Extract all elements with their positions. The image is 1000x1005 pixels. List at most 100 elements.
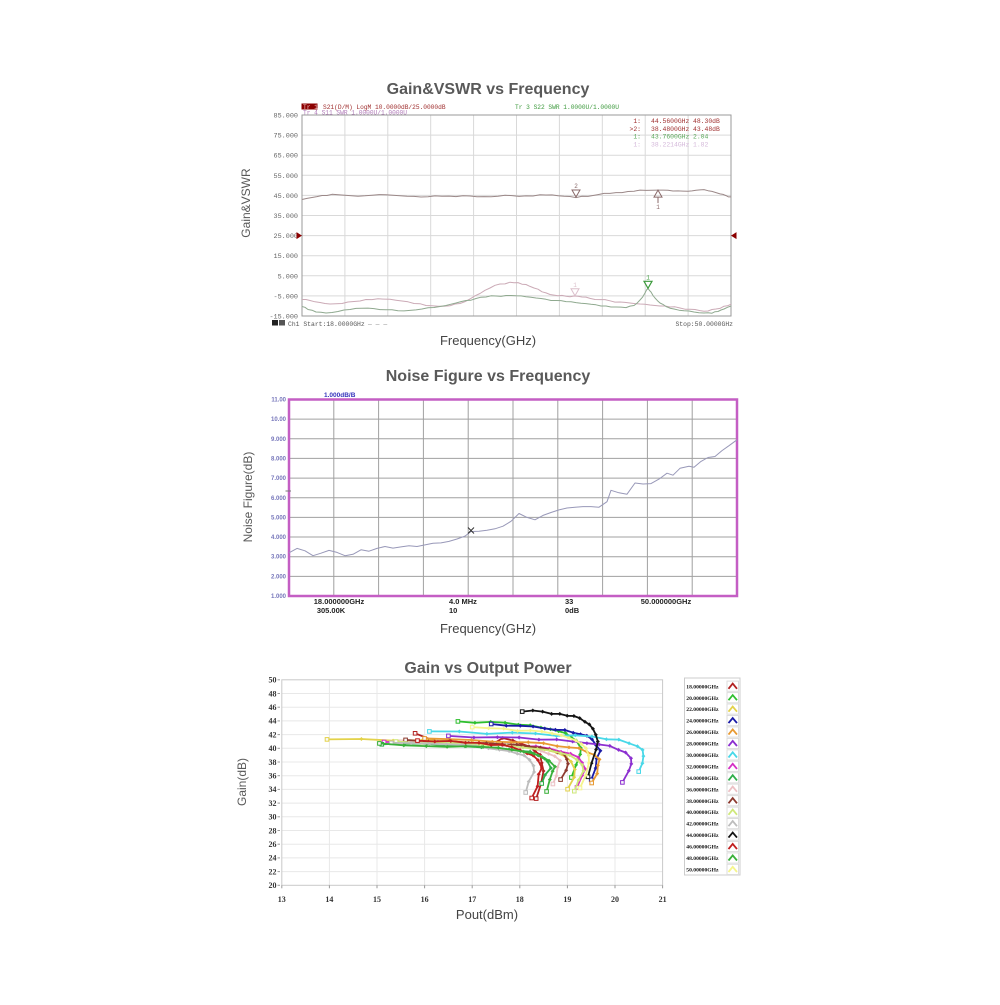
svg-text:15: 15 xyxy=(373,895,381,904)
svg-text:6.000: 6.000 xyxy=(271,496,287,502)
svg-text:55.000: 55.000 xyxy=(274,173,298,181)
svg-text:2: 2 xyxy=(574,183,578,190)
svg-text:40.00000GHz: 40.00000GHz xyxy=(686,810,719,816)
svg-text:40: 40 xyxy=(269,744,277,753)
svg-text:18.000000GHz: 18.000000GHz xyxy=(314,597,365,606)
svg-text:22: 22 xyxy=(269,867,277,876)
svg-text:Noise Figure(dB): Noise Figure(dB) xyxy=(241,452,255,543)
svg-text:48.00000GHz: 48.00000GHz xyxy=(686,856,719,862)
svg-text:4.000: 4.000 xyxy=(271,535,287,541)
svg-text:46: 46 xyxy=(269,703,277,712)
svg-text:1:: 1: xyxy=(633,118,641,125)
svg-text:Tr 3 S22 SWR 1.0000U/1.0000U: Tr 3 S22 SWR 1.0000U/1.0000U xyxy=(515,104,619,111)
svg-text:38.00000GHz: 38.00000GHz xyxy=(686,799,719,805)
svg-text:1.000dB/B: 1.000dB/B xyxy=(324,392,356,399)
svg-text:5.000: 5.000 xyxy=(278,273,298,281)
svg-text:0dB: 0dB xyxy=(565,606,580,615)
svg-text:1.82: 1.82 xyxy=(693,141,709,148)
svg-text:-15.000: -15.000 xyxy=(269,314,298,322)
svg-text:Frequency(GHz): Frequency(GHz) xyxy=(440,621,536,636)
svg-text:24.00000GHz: 24.00000GHz xyxy=(686,719,719,725)
svg-text:13: 13 xyxy=(278,895,286,904)
svg-text:42.00000GHz: 42.00000GHz xyxy=(686,822,719,828)
svg-text:9.000: 9.000 xyxy=(271,437,287,443)
svg-text:48: 48 xyxy=(269,689,277,698)
svg-text:Noise Figure vs Frequency: Noise Figure vs Frequency xyxy=(386,368,591,385)
svg-text:Gain vs Output Power: Gain vs Output Power xyxy=(404,660,571,677)
svg-text:Frequency(GHz): Frequency(GHz) xyxy=(440,333,536,348)
svg-text:Tr 1: Tr 1 xyxy=(303,104,318,111)
svg-text:20.00000GHz: 20.00000GHz xyxy=(686,696,719,702)
svg-text:5.000: 5.000 xyxy=(271,515,287,521)
svg-text:Stop:50.0000GHz: Stop:50.0000GHz xyxy=(675,321,733,328)
svg-text:75.000: 75.000 xyxy=(274,133,298,141)
svg-text:50.000000GHz: 50.000000GHz xyxy=(641,597,692,606)
svg-text:25.000: 25.000 xyxy=(274,233,298,241)
svg-text:20: 20 xyxy=(269,881,277,890)
svg-text:1: 1 xyxy=(573,282,577,289)
svg-text:38.4800GHz: 38.4800GHz xyxy=(651,126,690,133)
svg-text:36: 36 xyxy=(269,772,277,781)
svg-text:30: 30 xyxy=(269,813,277,822)
svg-text:-5.000: -5.000 xyxy=(274,293,298,301)
svg-text:Gain(dB): Gain(dB) xyxy=(235,758,249,806)
svg-text:19: 19 xyxy=(563,895,571,904)
svg-text:Pout(dBm): Pout(dBm) xyxy=(456,907,518,922)
svg-text:33: 33 xyxy=(565,597,573,606)
svg-text:38: 38 xyxy=(269,758,277,767)
svg-text:46.00000GHz: 46.00000GHz xyxy=(686,845,719,851)
svg-text:10: 10 xyxy=(449,606,457,615)
svg-text:65.000: 65.000 xyxy=(274,153,298,161)
svg-text:24: 24 xyxy=(269,854,277,863)
svg-text:4.0 MHz: 4.0 MHz xyxy=(449,597,477,606)
svg-text:35.000: 35.000 xyxy=(274,213,298,221)
svg-text:28.00000GHz: 28.00000GHz xyxy=(686,742,719,748)
svg-text:Gain&VSWR: Gain&VSWR xyxy=(239,168,253,238)
svg-text:Ch1 Start:18.0000GHz: Ch1 Start:18.0000GHz xyxy=(288,321,365,328)
svg-text:2.04: 2.04 xyxy=(693,134,709,141)
svg-text:17: 17 xyxy=(468,895,476,904)
svg-text:45.000: 45.000 xyxy=(274,193,298,201)
svg-text:16: 16 xyxy=(421,895,429,904)
svg-text:44: 44 xyxy=(269,717,277,726)
svg-text:50.00000GHz: 50.00000GHz xyxy=(686,868,719,874)
svg-text:1:: 1: xyxy=(633,141,641,148)
svg-text:50: 50 xyxy=(269,676,277,685)
svg-text:1.000: 1.000 xyxy=(271,594,287,600)
svg-text:7.000: 7.000 xyxy=(271,476,287,482)
svg-text:28: 28 xyxy=(269,826,277,835)
svg-text:85.000: 85.000 xyxy=(274,113,298,121)
svg-text:14: 14 xyxy=(325,895,333,904)
svg-text:34.00000GHz: 34.00000GHz xyxy=(686,776,719,782)
svg-text:20: 20 xyxy=(611,895,619,904)
svg-text:22.00000GHz: 22.00000GHz xyxy=(686,707,719,713)
svg-text:Tr 4 S11 SWR 1.0000U/1.0000U: Tr 4 S11 SWR 1.0000U/1.0000U xyxy=(303,110,407,117)
svg-text:44.00000GHz: 44.00000GHz xyxy=(686,833,719,839)
svg-text:1: 1 xyxy=(646,274,650,281)
svg-text:11.00: 11.00 xyxy=(271,398,286,404)
svg-text:32: 32 xyxy=(269,799,277,808)
svg-text:43.7600GHz: 43.7600GHz xyxy=(651,134,690,141)
svg-text:30.00000GHz: 30.00000GHz xyxy=(686,753,719,759)
svg-text:48.30dB: 48.30dB xyxy=(693,118,720,125)
svg-text:305.00K: 305.00K xyxy=(317,606,346,615)
svg-text:26.00000GHz: 26.00000GHz xyxy=(686,730,719,736)
svg-text:18.00000GHz: 18.00000GHz xyxy=(686,684,719,690)
svg-text:1:: 1: xyxy=(633,134,641,141)
svg-text:>2:: >2: xyxy=(629,126,641,133)
svg-text:Gain&VSWR vs Frequency: Gain&VSWR vs Frequency xyxy=(387,81,590,98)
svg-text:2.000: 2.000 xyxy=(271,574,287,580)
svg-text:26: 26 xyxy=(269,840,277,849)
svg-text:36.00000GHz: 36.00000GHz xyxy=(686,787,719,793)
svg-text:S21(D/M) LogM 10.0000dB/25.000: S21(D/M) LogM 10.0000dB/25.0000dB xyxy=(323,104,446,111)
svg-text:34: 34 xyxy=(269,785,277,794)
svg-text:15.000: 15.000 xyxy=(274,253,298,261)
svg-text:21: 21 xyxy=(659,895,667,904)
svg-text:18: 18 xyxy=(516,895,524,904)
svg-text:10.00: 10.00 xyxy=(271,417,287,423)
svg-text:38.2214GHz: 38.2214GHz xyxy=(651,141,690,148)
svg-text:3.000: 3.000 xyxy=(271,555,287,561)
svg-text:8.000: 8.000 xyxy=(271,456,287,462)
svg-text:1: 1 xyxy=(656,204,660,211)
svg-text:43.48dB: 43.48dB xyxy=(693,126,720,133)
